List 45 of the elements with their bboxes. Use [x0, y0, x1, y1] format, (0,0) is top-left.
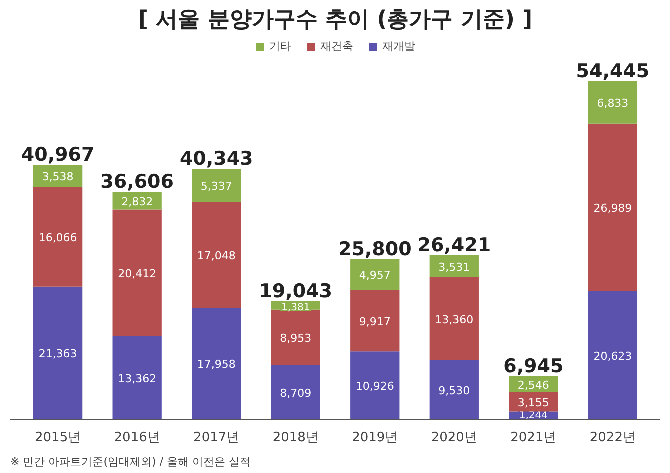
data-label: 9,530	[438, 384, 470, 398]
x-tick-label: 2021년	[510, 430, 557, 446]
x-tick-label: 2018년	[272, 430, 319, 446]
data-label: 8,953	[280, 332, 312, 346]
legend-label: 기타	[270, 39, 292, 54]
data-label: 26,989	[594, 202, 632, 216]
data-label: 21,363	[38, 348, 78, 361]
data-label: 8,709	[280, 386, 312, 400]
x-tick-label: 2017년	[194, 430, 240, 446]
data-label: 3,155	[518, 396, 550, 410]
total-label: 54,445	[576, 60, 650, 82]
data-label: 17,048	[197, 250, 236, 263]
x-tick-label: 2015년	[35, 430, 82, 446]
total-label: 36,606	[100, 171, 174, 194]
data-label: 5,337	[200, 180, 232, 194]
data-label: 20,623	[594, 350, 632, 363]
x-tick-label: 2022년	[590, 430, 636, 446]
data-label: 2,546	[518, 378, 550, 392]
legend-label: 재개발	[382, 39, 416, 54]
data-label: 20,412	[118, 268, 157, 281]
data-label: 10,926	[356, 380, 394, 394]
data-label: 13,362	[118, 372, 157, 386]
data-label: 6,833	[597, 97, 629, 110]
x-tick-label: 2016년	[114, 430, 160, 446]
data-label: 2,832	[122, 196, 154, 209]
data-label: 3,531	[438, 260, 470, 274]
data-label: 3,538	[42, 170, 74, 184]
total-label: 6,945	[504, 355, 564, 378]
total-label: 19,043	[259, 280, 333, 302]
legend-label: 재건축	[320, 39, 354, 54]
total-label: 25,800	[338, 238, 412, 260]
data-label: 16,066	[38, 231, 78, 244]
data-label: 1,244	[519, 410, 548, 422]
chart-title: [ 서울 분양가구수 추이 (총가구 기준) ]	[138, 8, 533, 32]
total-label: 40,343	[180, 148, 254, 170]
text: ※ 민간 아파트기준(임대제외) / 올해 이전은 실적	[10, 456, 251, 468]
total-label: 26,421	[418, 234, 492, 256]
total-label: 40,967	[21, 144, 95, 166]
data-label: 17,958	[197, 358, 236, 372]
data-label: 1,381	[282, 302, 310, 314]
data-label: 9,917	[359, 315, 391, 328]
x-tick-label: 2019년	[352, 430, 398, 446]
x-tick-label: 2020년	[431, 430, 478, 446]
data-label: 13,360	[435, 313, 474, 326]
data-label: 4,957	[359, 269, 391, 282]
